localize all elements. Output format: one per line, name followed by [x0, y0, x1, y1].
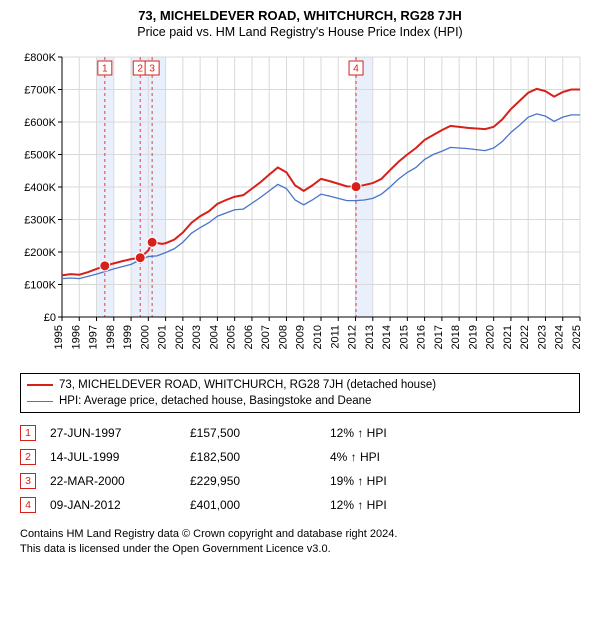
svg-text:2006: 2006 [243, 325, 255, 349]
svg-text:2002: 2002 [174, 325, 186, 349]
table-row: 4 09-JAN-2012£401,00012% ↑ HPI [20, 493, 580, 517]
svg-text:£500K: £500K [24, 150, 56, 162]
legend-row: HPI: Average price, detached house, Basi… [27, 393, 573, 409]
svg-text:£0: £0 [44, 312, 56, 324]
svg-text:2015: 2015 [398, 325, 410, 349]
legend-row: 73, MICHELDEVER ROAD, WHITCHURCH, RG28 7… [27, 377, 573, 393]
attribution-line-1: Contains HM Land Registry data © Crown c… [20, 527, 580, 542]
svg-text:2003: 2003 [191, 325, 203, 349]
svg-text:2014: 2014 [381, 325, 393, 349]
svg-text:2022: 2022 [519, 325, 531, 349]
table-row: 1 27-JUN-1997£157,50012% ↑ HPI [20, 421, 580, 445]
svg-text:2000: 2000 [139, 325, 151, 349]
svg-text:1996: 1996 [70, 325, 82, 349]
svg-text:4: 4 [353, 64, 359, 75]
attribution: Contains HM Land Registry data © Crown c… [20, 527, 580, 557]
svg-text:2018: 2018 [450, 325, 462, 349]
svg-text:2024: 2024 [554, 325, 566, 349]
tx-price: £157,500 [190, 426, 330, 440]
svg-text:2011: 2011 [329, 325, 341, 349]
legend-box: 73, MICHELDEVER ROAD, WHITCHURCH, RG28 7… [20, 373, 580, 413]
tx-delta: 12% ↑ HPI [330, 498, 470, 512]
tx-index-badge: 3 [20, 473, 36, 489]
svg-text:2012: 2012 [347, 325, 359, 349]
table-row: 2 14-JUL-1999£182,5004% ↑ HPI [20, 445, 580, 469]
svg-text:2020: 2020 [485, 325, 497, 349]
legend-label: 73, MICHELDEVER ROAD, WHITCHURCH, RG28 7… [59, 377, 436, 393]
table-row: 3 22-MAR-2000£229,95019% ↑ HPI [20, 469, 580, 493]
svg-text:2021: 2021 [502, 325, 514, 349]
tx-date: 22-MAR-2000 [50, 474, 190, 488]
svg-text:£700K: £700K [24, 85, 56, 97]
svg-text:2001: 2001 [157, 325, 169, 349]
svg-text:3: 3 [149, 64, 155, 75]
legend-swatch [27, 384, 53, 386]
tx-price: £229,950 [190, 474, 330, 488]
report-container: { "header": { "address": "73, MICHELDEVE… [0, 0, 600, 565]
legend-label: HPI: Average price, detached house, Basi… [59, 393, 371, 409]
tx-date: 09-JAN-2012 [50, 498, 190, 512]
tx-index-badge: 1 [20, 425, 36, 441]
tx-delta: 12% ↑ HPI [330, 426, 470, 440]
tx-delta: 19% ↑ HPI [330, 474, 470, 488]
svg-text:2010: 2010 [312, 325, 324, 349]
svg-text:1998: 1998 [105, 325, 117, 349]
tx-index-badge: 2 [20, 449, 36, 465]
svg-text:2009: 2009 [295, 325, 307, 349]
tx-date: 27-JUN-1997 [50, 426, 190, 440]
chart-title: 73, MICHELDEVER ROAD, WHITCHURCH, RG28 7… [10, 8, 590, 23]
chart-subtitle: Price paid vs. HM Land Registry's House … [10, 25, 590, 39]
svg-text:1997: 1997 [88, 325, 100, 349]
svg-text:£600K: £600K [24, 117, 56, 129]
svg-text:£400K: £400K [24, 182, 56, 194]
svg-text:2008: 2008 [277, 325, 289, 349]
svg-text:1995: 1995 [53, 325, 65, 349]
tx-price: £182,500 [190, 450, 330, 464]
price-chart: £0 £100K £200K £300K £400K £500K £600K £700K £80… [10, 47, 590, 367]
tx-delta: 4% ↑ HPI [330, 450, 470, 464]
transactions-table: 127-JUN-1997£157,50012% ↑ HPI214-JUL-199… [20, 421, 580, 517]
svg-text:2013: 2013 [364, 325, 376, 349]
svg-text:2019: 2019 [467, 325, 479, 349]
svg-text:£300K: £300K [24, 215, 56, 227]
svg-text:2007: 2007 [260, 325, 272, 349]
tx-date: 14-JUL-1999 [50, 450, 190, 464]
svg-text:2004: 2004 [208, 325, 220, 349]
svg-text:£800K: £800K [24, 52, 56, 64]
attribution-line-2: This data is licensed under the Open Gov… [20, 542, 580, 557]
svg-text:2023: 2023 [536, 325, 548, 349]
svg-text:1999: 1999 [122, 325, 134, 349]
legend-swatch [27, 401, 53, 402]
svg-text:£100K: £100K [24, 280, 56, 292]
svg-text:2016: 2016 [416, 325, 428, 349]
svg-text:1: 1 [102, 64, 108, 75]
svg-text:2025: 2025 [571, 325, 583, 349]
svg-text:2: 2 [137, 64, 143, 75]
svg-text:£200K: £200K [24, 247, 56, 259]
tx-price: £401,000 [190, 498, 330, 512]
svg-text:2005: 2005 [226, 325, 238, 349]
tx-index-badge: 4 [20, 497, 36, 513]
svg-text:2017: 2017 [433, 325, 445, 349]
